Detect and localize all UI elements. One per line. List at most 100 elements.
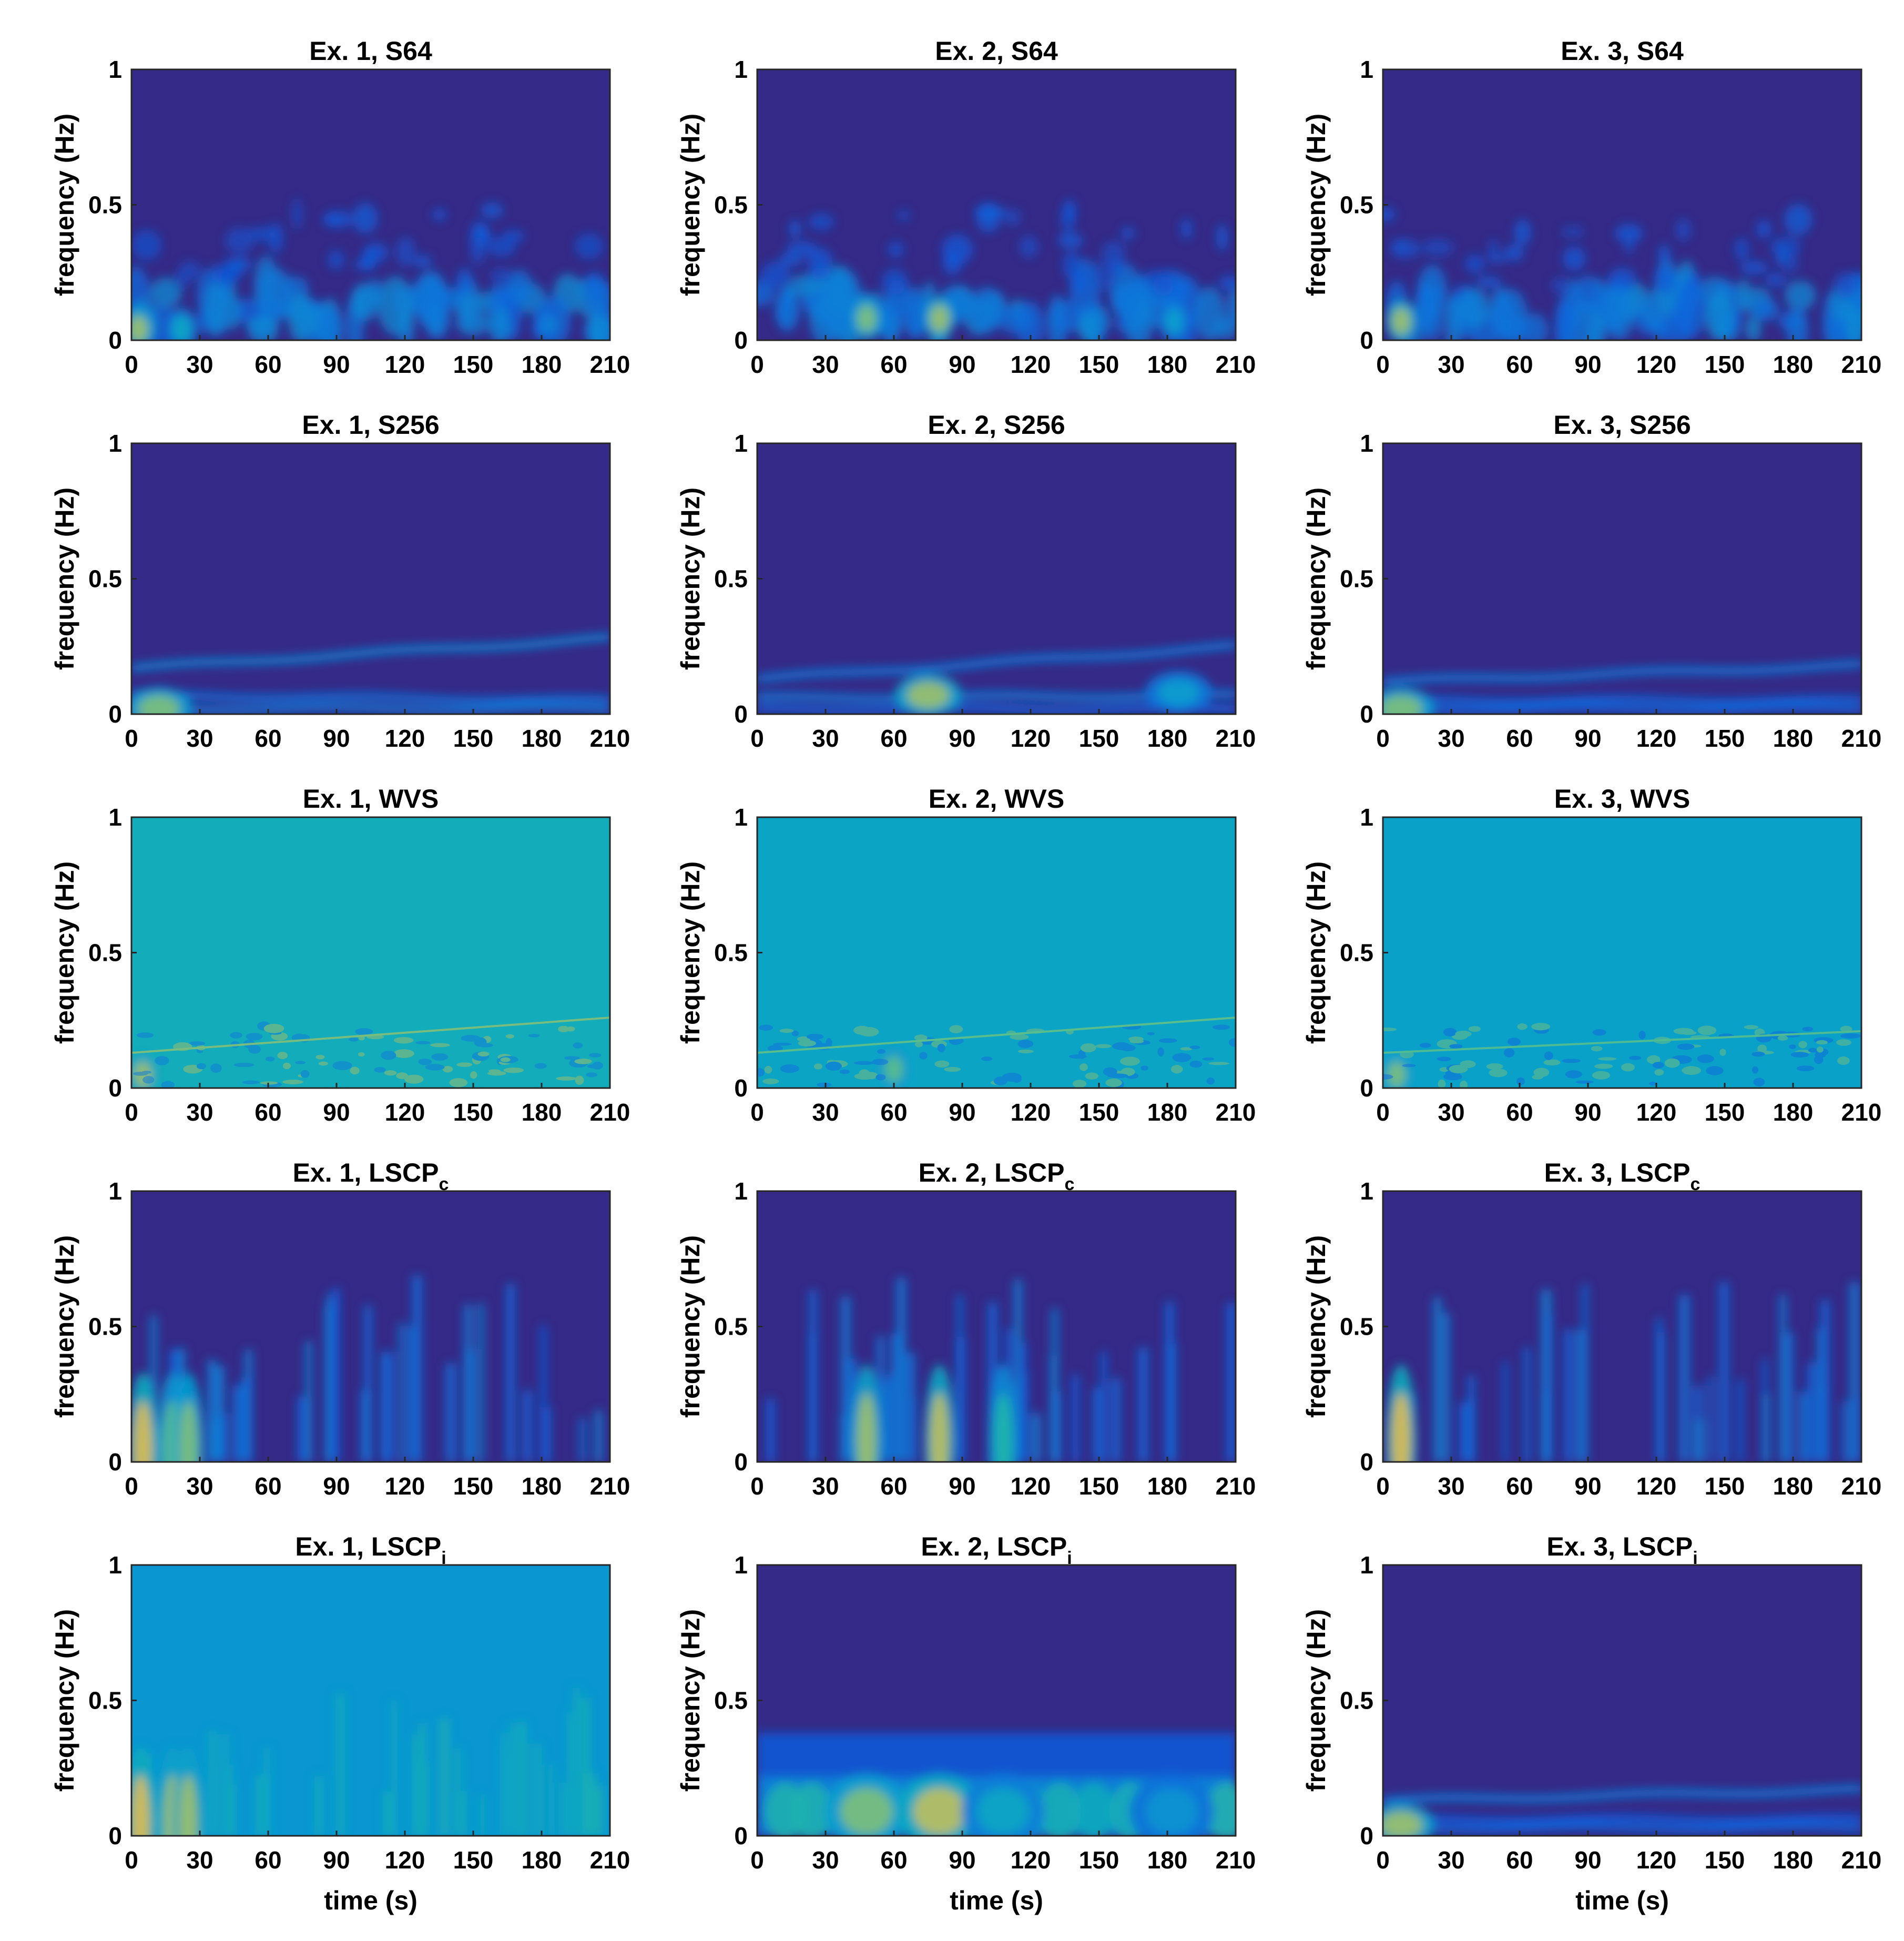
interference-cell xyxy=(1383,1027,1397,1031)
heatmap-cell xyxy=(1834,272,1856,299)
heatmap-stripe xyxy=(361,1390,369,1462)
interference-cell xyxy=(1157,1047,1165,1056)
interference-cell xyxy=(817,1082,832,1088)
hot-spot xyxy=(994,1393,1013,1462)
interference-cell xyxy=(374,1067,386,1073)
panel-title: Ex. 3, S64 xyxy=(1561,36,1684,66)
heatmap-stripe xyxy=(1576,1329,1584,1462)
x-tick-label: 120 xyxy=(1011,1099,1051,1126)
interference-cell xyxy=(431,1053,449,1061)
heatmap-cell xyxy=(1488,253,1508,264)
x-tick-label: 30 xyxy=(186,1472,213,1500)
interference-cell xyxy=(937,1043,945,1053)
heatmap-stripe xyxy=(332,1288,340,1462)
panel-title: Ex. 2, S64 xyxy=(935,36,1058,66)
heatmap-stripe xyxy=(596,1786,603,1836)
y-tick-label: 0.5 xyxy=(1340,565,1373,593)
interference-cell xyxy=(142,1076,155,1084)
interference-cell xyxy=(1628,1055,1642,1060)
ridge-line xyxy=(1383,695,1861,706)
heatmap-cell xyxy=(1062,199,1077,223)
heatmap-cell xyxy=(1180,218,1193,240)
interference-cell xyxy=(1095,1044,1112,1049)
heatmap-stripe xyxy=(1708,1376,1714,1462)
heatmap-cell xyxy=(1094,261,1115,290)
heatmap-stripe xyxy=(1786,1332,1794,1462)
interference-cell xyxy=(503,1067,524,1073)
panel-title: Ex. 3, S256 xyxy=(1553,410,1691,440)
x-tick-label: 150 xyxy=(453,1846,494,1874)
x-tick-label: 60 xyxy=(254,1099,281,1126)
x-axis-label: time (s) xyxy=(324,1886,418,1915)
y-axis-label: frequency (Hz) xyxy=(50,114,79,296)
interference-cell xyxy=(230,1032,242,1039)
heatmap-stripe xyxy=(381,1351,388,1462)
heatmap-stripe xyxy=(232,1386,243,1462)
interference-cell xyxy=(233,1063,254,1068)
interference-cell xyxy=(764,1065,772,1074)
x-tick-label: 150 xyxy=(1705,351,1745,378)
heatmap-cell xyxy=(1605,281,1628,330)
x-tick-label: 60 xyxy=(880,725,907,752)
heatmap-cell xyxy=(897,210,910,221)
interference-cell xyxy=(1719,1049,1726,1056)
interference-cell xyxy=(470,1071,477,1079)
x-tick-label: 60 xyxy=(880,1846,907,1874)
interference-cell xyxy=(1652,1062,1664,1069)
hot-spot xyxy=(857,1393,876,1462)
interference-cell xyxy=(574,1059,592,1064)
y-tick-label: 0 xyxy=(1360,1448,1373,1476)
interference-cell xyxy=(1808,1048,1818,1053)
interference-cell xyxy=(534,1063,547,1069)
x-tick-label: 60 xyxy=(880,1099,907,1126)
interference-cell xyxy=(949,1025,963,1033)
heatmap-image xyxy=(1383,69,1861,340)
heatmap-stripe xyxy=(479,1795,486,1836)
heatmap-cell xyxy=(1658,244,1671,266)
heatmap-stripe xyxy=(1564,1329,1573,1462)
heatmap-cell xyxy=(1390,239,1422,259)
heatmap-image xyxy=(131,443,610,714)
y-tick-label: 1 xyxy=(108,1551,122,1579)
heatmap-cell xyxy=(538,314,559,334)
heatmap-cell xyxy=(378,276,414,336)
hot-spot xyxy=(131,1775,150,1836)
x-tick-label: 120 xyxy=(1636,1099,1677,1126)
x-tick-label: 120 xyxy=(1011,1846,1051,1874)
interference-cell xyxy=(1840,1025,1852,1032)
y-axis-label: frequency (Hz) xyxy=(50,487,79,670)
heatmap-stripe xyxy=(589,1773,596,1836)
interference-cell xyxy=(1533,1068,1550,1078)
interference-cell xyxy=(1814,1055,1824,1064)
y-tick-label: 0.5 xyxy=(714,1313,748,1340)
x-tick-label: 120 xyxy=(385,1472,425,1500)
hot-spot xyxy=(930,1393,949,1462)
x-tick-label: 120 xyxy=(1636,1472,1677,1500)
heatmap-image xyxy=(131,1191,610,1462)
x-tick-label: 210 xyxy=(1216,1472,1256,1500)
y-tick-label: 1 xyxy=(1360,56,1373,83)
heatmap-cell xyxy=(1422,238,1454,257)
heatmap-cell xyxy=(587,312,608,340)
x-tick-label: 120 xyxy=(1636,351,1677,378)
interference-cell xyxy=(1119,1056,1140,1066)
interference-cell xyxy=(246,1033,263,1041)
heatmap-background xyxy=(131,443,610,714)
heatmap-stripe xyxy=(1779,1295,1787,1462)
interference-cell xyxy=(1798,1041,1807,1049)
interference-cell xyxy=(1072,1080,1087,1088)
panel-title: Ex. 1, LSCPi xyxy=(295,1532,446,1568)
heatmap-cell xyxy=(1785,280,1816,311)
interference-cell xyxy=(791,1030,799,1036)
heatmap-cell xyxy=(976,202,1001,233)
heatmap-cell xyxy=(1216,223,1228,251)
interference-cell xyxy=(1017,1040,1034,1048)
x-tick-label: 120 xyxy=(385,1099,425,1126)
ridge-line xyxy=(757,1017,1236,1054)
interference-cell xyxy=(779,1029,794,1033)
x-tick-label: 210 xyxy=(1216,1099,1256,1126)
hot-spot xyxy=(1145,1787,1198,1835)
panel-title: Ex. 2, S256 xyxy=(928,410,1065,440)
ridge-line xyxy=(131,1017,610,1054)
interference-cell xyxy=(242,1080,260,1084)
